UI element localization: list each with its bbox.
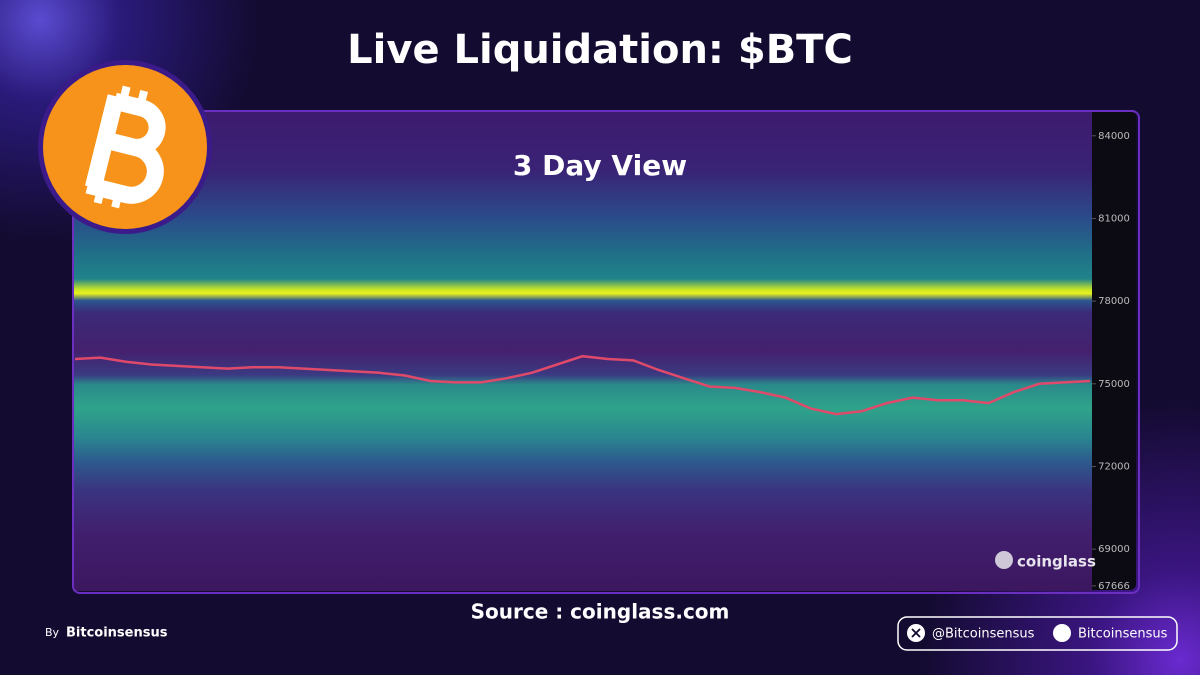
- credit-name: Bitcoinsensus: [66, 626, 168, 641]
- watermark-text: coinglass: [1017, 553, 1096, 571]
- discord-handle[interactable]: Bitcoinsensus: [1078, 627, 1168, 642]
- y-tick-label: 78000: [1098, 296, 1130, 307]
- source: Source : coinglass.com: [471, 600, 730, 624]
- y-tick-label: 84000: [1098, 131, 1130, 142]
- y-tick-label: 81000: [1098, 213, 1130, 224]
- bitcoin-logo: [38, 60, 212, 234]
- y-tick-label: 67666: [1098, 581, 1130, 592]
- y-tick-label: 69000: [1098, 544, 1130, 555]
- chart-frame: [72, 110, 1140, 594]
- heatmap: [73, 111, 1092, 591]
- y-tick-label: 72000: [1098, 461, 1130, 472]
- chart-subtitle: 3 Day View: [513, 149, 687, 182]
- y-tick-label: 75000: [1098, 379, 1130, 390]
- x-handle[interactable]: @Bitcoinsensus: [932, 627, 1035, 642]
- x-icon-glyph: [911, 628, 921, 638]
- chart-title: Live Liquidation: $BTC: [347, 27, 853, 73]
- credit-prefix: By: [45, 626, 60, 639]
- y-axis: [1092, 112, 1136, 590]
- discord-icon[interactable]: [1053, 624, 1071, 642]
- social-pill: [897, 616, 1178, 651]
- price-line: [74, 354, 1091, 416]
- watermark: coinglass: [995, 551, 1096, 571]
